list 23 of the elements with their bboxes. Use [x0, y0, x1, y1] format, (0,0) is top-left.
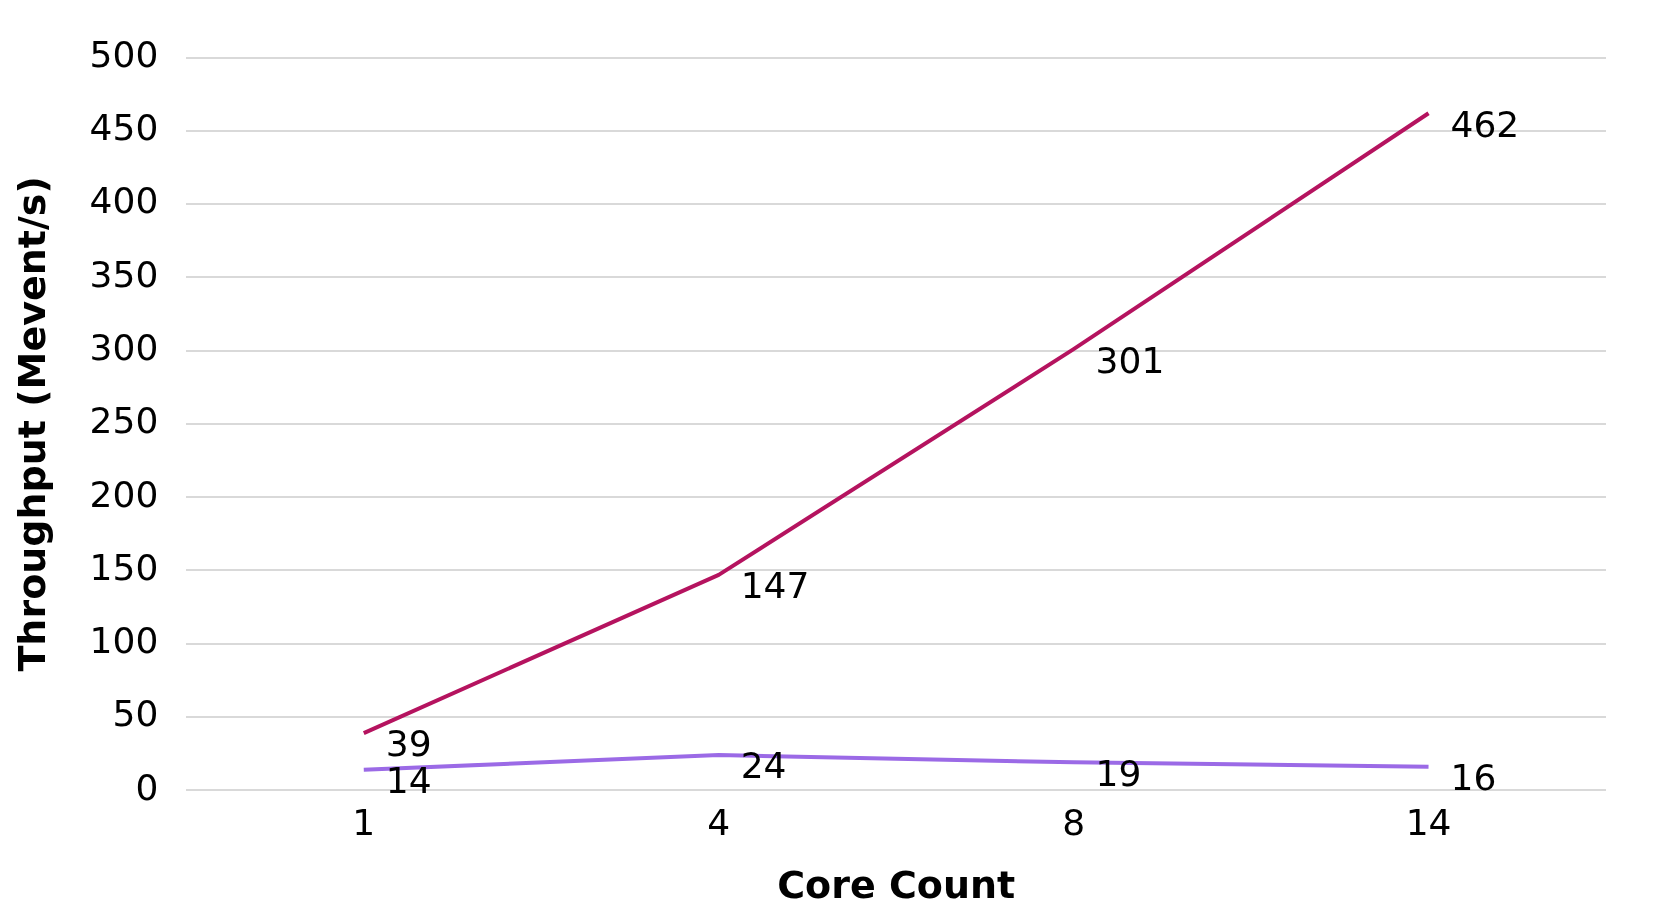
data-label: 462	[1450, 103, 1520, 145]
y-axis-title: Throughput (Mevent/s)	[9, 176, 54, 672]
x-tick-label: 8	[1062, 802, 1086, 844]
y-tick-label: 150	[89, 546, 159, 588]
data-label: 301	[1095, 339, 1165, 381]
y-tick-label: 400	[89, 180, 159, 222]
y-tick-label: 300	[89, 327, 159, 368]
y-tick-label: 350	[89, 253, 159, 295]
y-tick-label: 450	[89, 107, 159, 149]
x-tick-label: 14	[1405, 802, 1452, 844]
y-tick-label: 200	[89, 473, 159, 515]
x-axis-title: Core Count	[777, 863, 1016, 908]
data-label: 147	[740, 565, 810, 607]
y-tick-label: 100	[89, 620, 159, 662]
y-tick-label: 50	[112, 693, 159, 735]
data-label: 19	[1095, 752, 1142, 794]
y-tick-label: 0	[135, 766, 159, 808]
data-label: 24	[740, 745, 787, 787]
y-tick-label: 250	[89, 400, 159, 442]
x-tick-label: 4	[707, 802, 731, 844]
x-tick-label: 1	[352, 802, 376, 844]
y-tick-label: 500	[89, 33, 159, 75]
data-label: 16	[1450, 757, 1497, 799]
